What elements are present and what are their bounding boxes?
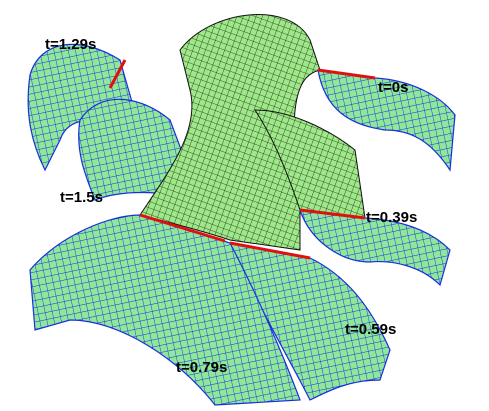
time-label: t=0.39s [366,209,417,226]
time-label: t=1.29s [45,36,96,53]
time-label: t=1.5s [60,189,103,206]
figure: t=1.29s t=0s t=1.5s t=0.39s t=0.59s t=0.… [0,0,489,411]
time-label: t=0s [378,79,408,96]
time-label: t=0.79s [176,359,227,376]
time-label: t=0.59s [345,321,396,338]
